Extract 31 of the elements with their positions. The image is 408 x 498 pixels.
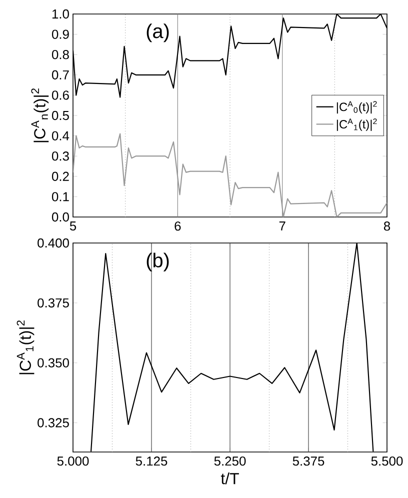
x-tick-label: 5.000 xyxy=(57,456,89,466)
annotation: (a) xyxy=(146,24,169,42)
y-tick-label: 0.375 xyxy=(38,298,69,308)
annotation: (b) xyxy=(146,252,169,272)
x-tick-label: 6 xyxy=(174,222,181,231)
x-tick-label: 5 xyxy=(70,222,76,231)
legend-label: |C$^{A}$$_{1}$(t)|$^{2}$ xyxy=(336,118,377,131)
y-tick-label: 0.400 xyxy=(38,238,69,248)
y-tick-label: 0.7 xyxy=(52,70,69,80)
x-tick-label: 8 xyxy=(384,222,390,231)
y-tick-label: 0.350 xyxy=(38,358,69,368)
legend-label: |C$^{A}$$_{0}$(t)|$^{2}$ xyxy=(336,101,377,114)
y-tick-label: 0.0 xyxy=(52,212,69,222)
y-tick-label: 0.9 xyxy=(52,30,69,39)
x-tick-label: 7 xyxy=(279,222,286,230)
y-tick-label: 0.8 xyxy=(52,50,69,60)
x-tick-label: 5.250 xyxy=(214,456,246,466)
y-axis-title: |C$^{A}$$_{n}$(t)|$^{2}$ xyxy=(31,88,49,142)
y-tick-label: 0.325 xyxy=(38,418,69,428)
y-tick-label: 0.2 xyxy=(52,172,69,181)
y-tick-label: 0.1 xyxy=(52,192,69,202)
x-tick-label: 5.500 xyxy=(371,456,403,466)
x-axis-title: t/T xyxy=(220,472,239,484)
y-tick-label: 0.3 xyxy=(52,152,69,161)
x-tick-label: 5.125 xyxy=(136,456,168,466)
y-tick-label: 0.5 xyxy=(52,110,69,120)
y-axis-title: |C$^{A}$$_{1}$(t)|$^{2}$ xyxy=(16,320,34,374)
y-tick-label: 1.0 xyxy=(52,9,69,19)
y-tick-label: 0.6 xyxy=(52,90,69,100)
x-tick-label: 5.375 xyxy=(292,456,324,466)
y-tick-label: 0.4 xyxy=(52,131,70,140)
